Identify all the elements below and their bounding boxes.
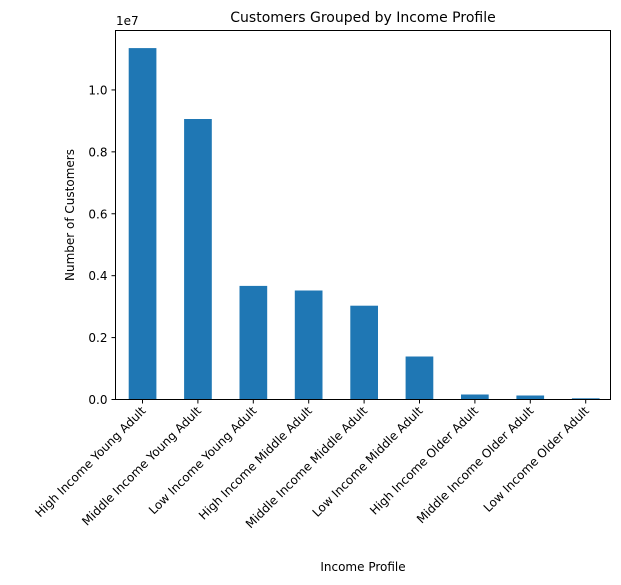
- bars: [128, 48, 600, 400]
- x-tick-label: Middle Income Young Adult: [79, 404, 204, 529]
- y-tick-label: 0.8: [88, 145, 107, 159]
- bar: [184, 119, 212, 400]
- chart-title: Customers Grouped by Income Profile: [230, 10, 495, 26]
- bar: [239, 285, 268, 400]
- x-tick-label: High Income Older Adult: [367, 404, 481, 518]
- x-tick-label: Low Income Older Adult: [481, 404, 592, 515]
- x-tick-label: Low Income Young Adult: [146, 404, 260, 518]
- x-axis-label: Income Profile: [320, 560, 405, 574]
- bar: [350, 305, 378, 400]
- x-tick-label: Middle Income Older Adult: [414, 404, 537, 527]
- y-axis-label: Number of Customers: [63, 149, 77, 281]
- y-axis-offset-label: 1e7: [116, 14, 139, 28]
- plot-frame: [115, 30, 611, 400]
- bar: [294, 290, 323, 400]
- x-tick-label: High Income Young Adult: [32, 404, 148, 520]
- x-tick-label: Low Income Middle Adult: [310, 404, 426, 520]
- bar: [516, 395, 545, 400]
- y-tick-label: 0.4: [88, 269, 107, 283]
- y-tick-label: 0.6: [88, 207, 107, 221]
- x-tick-label: High Income Middle Adult: [196, 404, 315, 523]
- bar: [128, 48, 157, 400]
- bar: [405, 356, 434, 400]
- y-axis-ticks: 0.0 0.2 0.4 0.6 0.8 1.0: [88, 83, 116, 407]
- bar: [461, 394, 489, 400]
- y-tick-label: 1.0: [88, 83, 107, 97]
- y-tick-label: 0.0: [88, 393, 107, 407]
- y-tick-label: 0.2: [88, 331, 107, 345]
- bar: [571, 398, 600, 400]
